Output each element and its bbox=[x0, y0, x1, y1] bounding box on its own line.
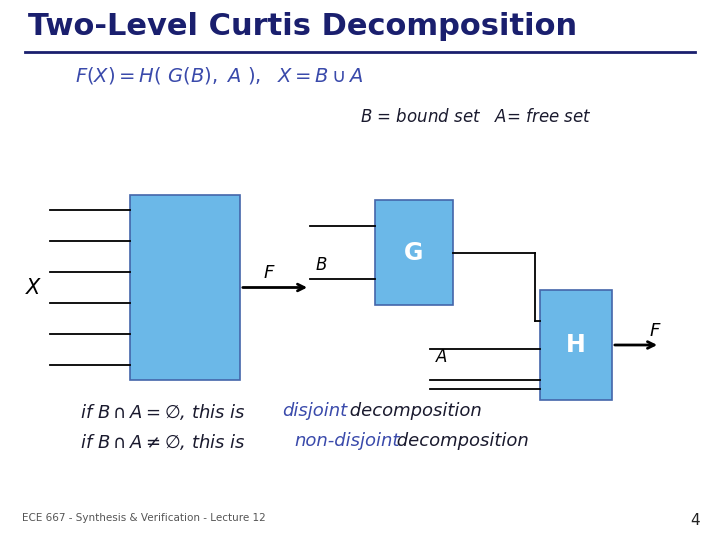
Text: if $B \cap A = \varnothing$, this is: if $B \cap A = \varnothing$, this is bbox=[80, 402, 246, 422]
Text: 4: 4 bbox=[690, 513, 700, 528]
Text: decomposition: decomposition bbox=[391, 432, 528, 450]
Text: H: H bbox=[566, 333, 586, 357]
Text: ECE 667 - Synthesis & Verification - Lecture 12: ECE 667 - Synthesis & Verification - Lec… bbox=[22, 513, 266, 523]
Text: A: A bbox=[436, 348, 447, 366]
Text: G: G bbox=[405, 240, 423, 265]
Text: if $B \cap A \neq \varnothing$, this is: if $B \cap A \neq \varnothing$, this is bbox=[80, 432, 246, 452]
Text: Two-Level Curtis Decomposition: Two-Level Curtis Decomposition bbox=[28, 12, 577, 41]
Bar bbox=[130, 195, 240, 380]
Text: X: X bbox=[26, 278, 40, 298]
Text: decomposition: decomposition bbox=[344, 402, 482, 420]
Text: F: F bbox=[264, 265, 274, 282]
Text: B: B bbox=[316, 255, 328, 273]
Text: disjoint: disjoint bbox=[282, 402, 347, 420]
Bar bbox=[375, 200, 453, 305]
Bar bbox=[540, 290, 612, 400]
Text: F: F bbox=[650, 322, 660, 340]
Text: $F(X) = H(\ G(B),\ A\ ),\ \ X = B \cup A$: $F(X) = H(\ G(B),\ A\ ),\ \ X = B \cup A… bbox=[75, 65, 364, 86]
Text: $B$ = bound set   $A$= free set: $B$ = bound set $A$= free set bbox=[360, 108, 592, 126]
Text: non-disjoint: non-disjoint bbox=[294, 432, 400, 450]
